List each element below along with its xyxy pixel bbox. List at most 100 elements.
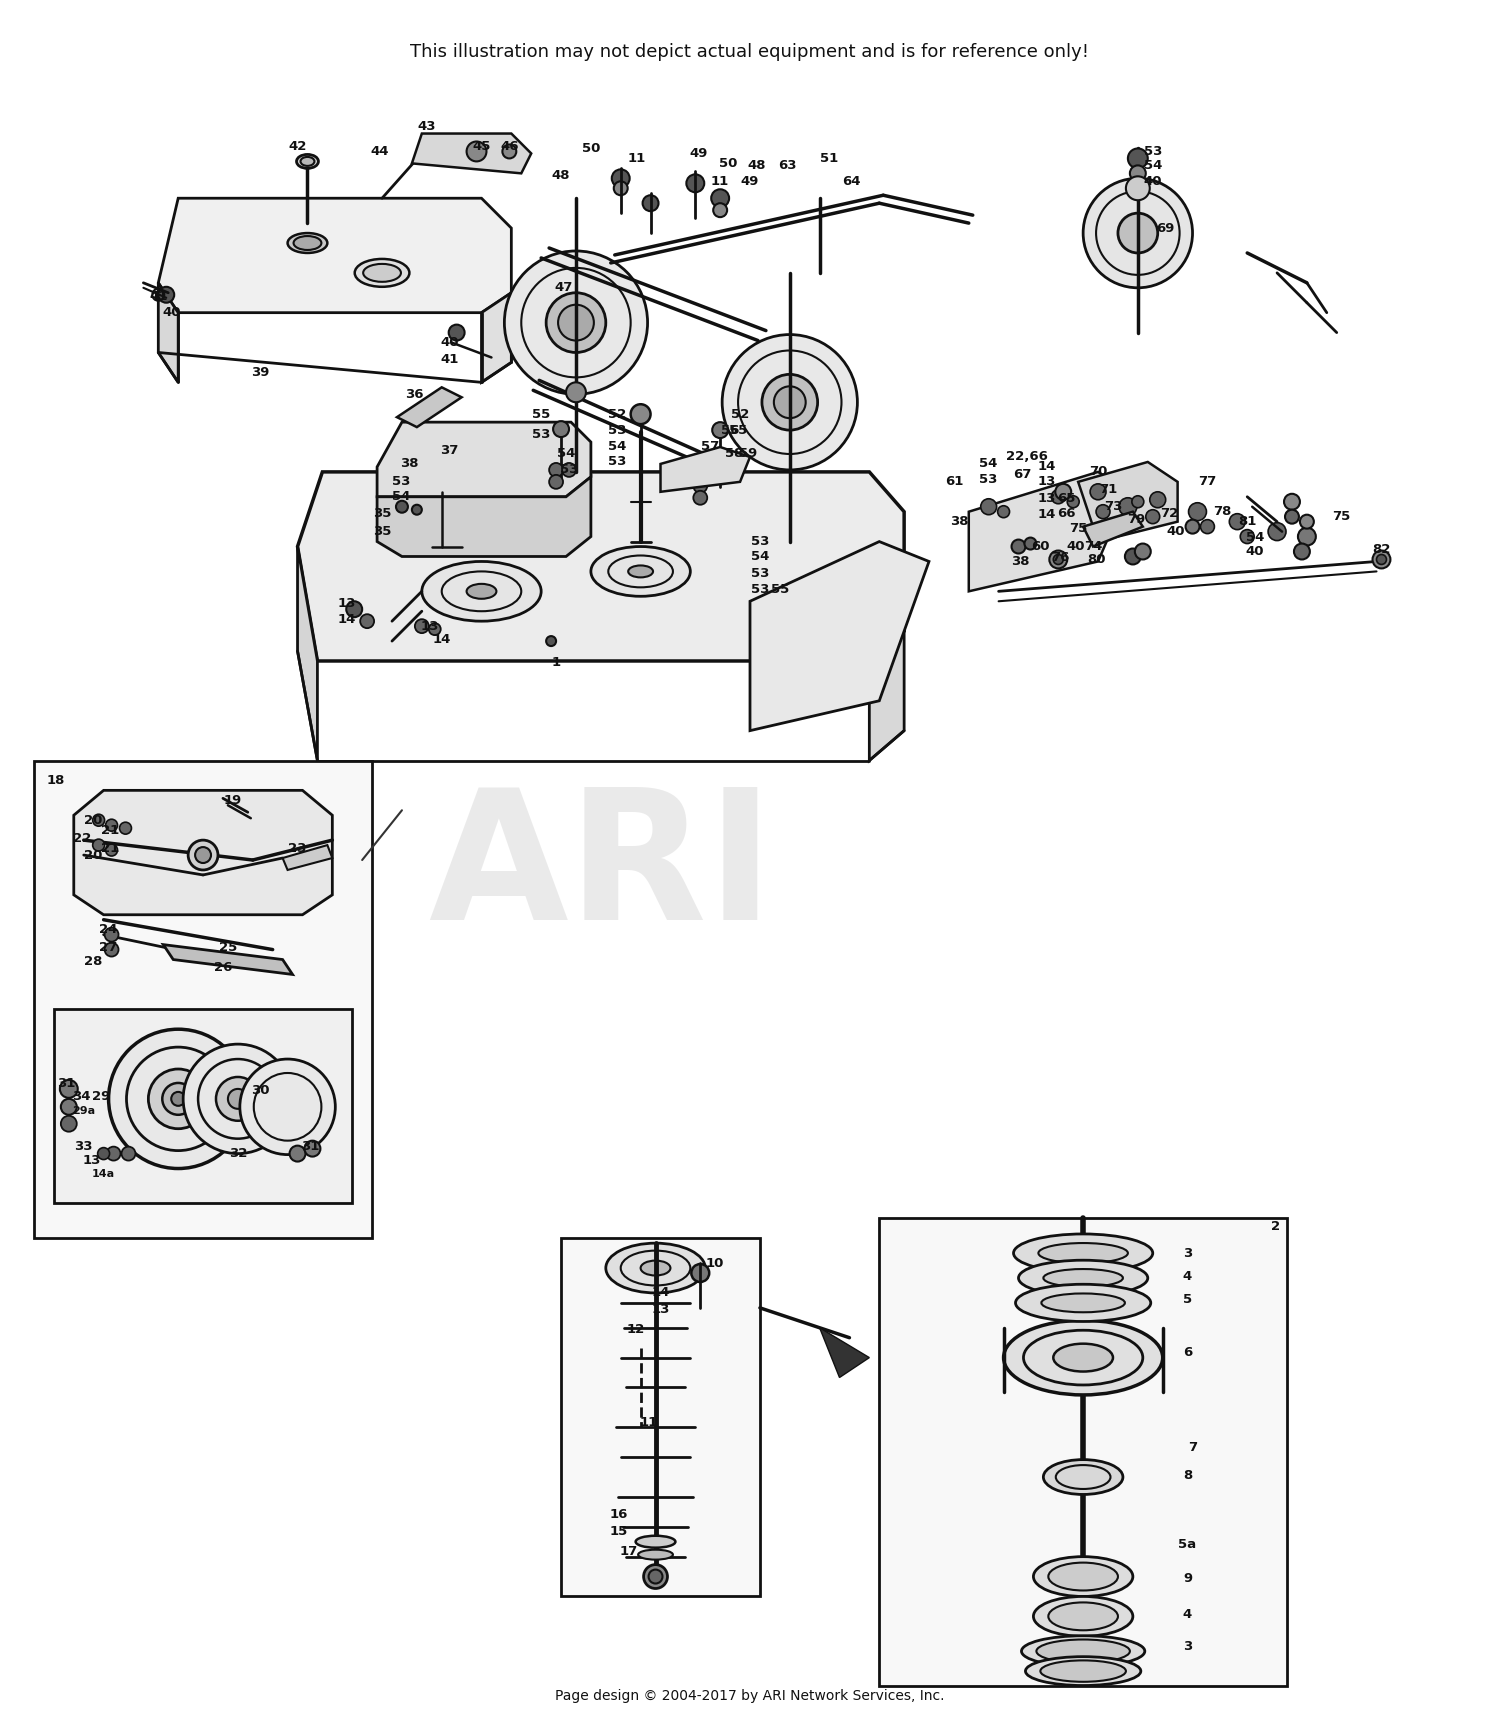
Ellipse shape (363, 264, 401, 282)
Text: 9: 9 (1184, 1572, 1192, 1585)
Ellipse shape (1034, 1557, 1132, 1597)
Circle shape (108, 1030, 248, 1168)
Text: 70: 70 (1089, 465, 1107, 479)
Circle shape (998, 506, 1010, 518)
Ellipse shape (1036, 1640, 1130, 1662)
Polygon shape (159, 283, 178, 382)
Circle shape (1146, 510, 1160, 524)
Text: 53: 53 (532, 427, 550, 441)
Polygon shape (969, 472, 1128, 591)
Text: ARI: ARI (427, 783, 774, 957)
Text: 69: 69 (1156, 221, 1174, 235)
Text: 50: 50 (718, 157, 738, 169)
Text: 78: 78 (1214, 505, 1231, 518)
Text: 35: 35 (374, 525, 392, 537)
Text: 38: 38 (399, 458, 418, 470)
Text: 4: 4 (1184, 1270, 1192, 1282)
Text: 20: 20 (84, 814, 104, 826)
Text: 5a: 5a (1179, 1538, 1197, 1552)
Text: 76: 76 (1052, 551, 1070, 563)
Text: 22,66: 22,66 (1005, 451, 1047, 463)
Circle shape (1083, 178, 1192, 289)
Ellipse shape (1022, 1636, 1144, 1666)
Circle shape (1118, 213, 1158, 252)
Polygon shape (398, 387, 462, 427)
Polygon shape (660, 448, 750, 492)
Text: 46: 46 (500, 140, 519, 154)
Circle shape (1230, 513, 1245, 529)
Circle shape (687, 175, 705, 192)
Text: 47: 47 (555, 282, 573, 294)
Text: 41: 41 (148, 290, 168, 302)
Circle shape (693, 491, 706, 505)
Text: 57: 57 (700, 439, 720, 453)
Ellipse shape (606, 1242, 705, 1293)
Ellipse shape (628, 565, 652, 577)
Circle shape (1024, 537, 1036, 550)
Text: 54: 54 (980, 458, 998, 470)
Circle shape (346, 601, 362, 617)
Ellipse shape (1053, 1344, 1113, 1372)
Text: 41: 41 (441, 353, 459, 366)
Circle shape (1056, 484, 1071, 499)
Circle shape (429, 624, 441, 636)
Circle shape (711, 190, 729, 207)
Circle shape (148, 1070, 208, 1128)
Text: 48: 48 (747, 159, 766, 171)
Text: 34: 34 (72, 1090, 92, 1104)
Circle shape (105, 819, 117, 831)
Circle shape (1011, 539, 1026, 553)
Text: 2: 2 (1270, 1220, 1280, 1232)
Text: 6: 6 (1184, 1346, 1192, 1360)
Circle shape (712, 422, 728, 439)
Circle shape (466, 142, 486, 161)
Text: 13: 13 (82, 1154, 100, 1166)
Text: 48: 48 (552, 169, 570, 181)
Text: 11: 11 (627, 152, 646, 164)
Text: 74: 74 (1084, 541, 1102, 553)
Circle shape (1090, 484, 1106, 499)
Circle shape (93, 840, 105, 852)
Circle shape (549, 475, 562, 489)
Text: 16: 16 (609, 1509, 628, 1521)
Circle shape (712, 204, 728, 218)
Circle shape (360, 613, 374, 629)
Text: 54: 54 (556, 448, 574, 460)
Text: 30: 30 (252, 1085, 270, 1097)
Text: 49: 49 (688, 147, 708, 161)
Text: 14a: 14a (92, 1168, 116, 1178)
Circle shape (1052, 489, 1065, 505)
Circle shape (1240, 529, 1254, 544)
Polygon shape (819, 1327, 870, 1377)
Text: 26: 26 (214, 961, 232, 975)
Circle shape (105, 942, 118, 957)
Polygon shape (750, 541, 928, 731)
Text: 3: 3 (1184, 1640, 1192, 1652)
Text: 12: 12 (627, 1324, 645, 1336)
Circle shape (122, 1147, 135, 1161)
Text: 82: 82 (1372, 543, 1390, 556)
Text: 14: 14 (432, 632, 451, 646)
Text: 14: 14 (651, 1286, 669, 1299)
Text: 43: 43 (417, 119, 436, 133)
Ellipse shape (288, 233, 327, 252)
Text: 53: 53 (608, 456, 625, 468)
Circle shape (413, 505, 422, 515)
Text: 54: 54 (392, 491, 410, 503)
Circle shape (1298, 527, 1316, 546)
Text: 53: 53 (980, 473, 998, 486)
Text: 23: 23 (288, 842, 306, 855)
Ellipse shape (1019, 1260, 1148, 1296)
Text: 58: 58 (724, 448, 744, 460)
Ellipse shape (1038, 1242, 1128, 1263)
Circle shape (549, 463, 562, 477)
Circle shape (1377, 555, 1386, 565)
Circle shape (546, 292, 606, 353)
Circle shape (774, 387, 806, 418)
Circle shape (240, 1059, 336, 1154)
Text: 29: 29 (93, 1090, 111, 1104)
Ellipse shape (1048, 1562, 1118, 1590)
Ellipse shape (1048, 1602, 1118, 1630)
Circle shape (304, 1140, 321, 1156)
Text: 19: 19 (224, 793, 242, 807)
